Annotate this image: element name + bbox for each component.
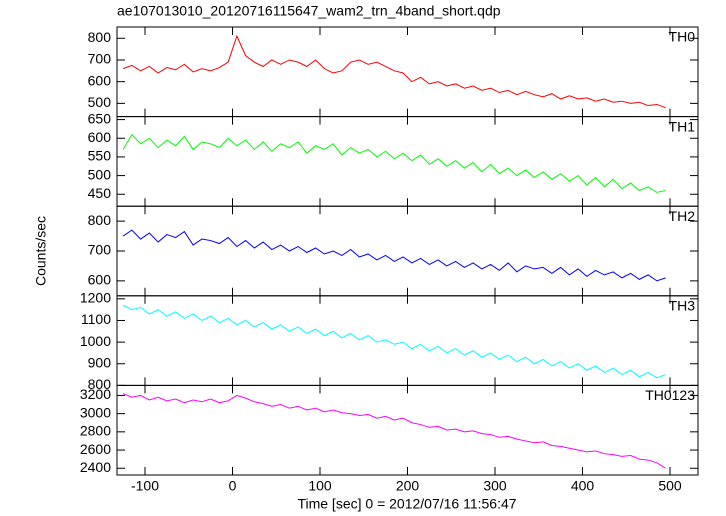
x-tick-label: 400 xyxy=(571,478,595,494)
panel-label: TH0123 xyxy=(645,387,695,403)
x-axis-label: Time [sec] 0 = 2012/07/16 11:56:47 xyxy=(297,496,516,512)
panel-frame xyxy=(116,26,699,118)
series-line xyxy=(122,393,666,469)
y-tick-label: 3200 xyxy=(80,386,111,402)
x-tick-label: 500 xyxy=(658,478,682,494)
y-tick-label: 1100 xyxy=(81,311,111,327)
panel-label: TH2 xyxy=(669,208,696,224)
y-tick-label: 2800 xyxy=(80,423,111,439)
panel-frame xyxy=(116,116,699,207)
y-tick-label: 1000 xyxy=(80,333,111,349)
y-tick-label: 600 xyxy=(88,272,112,288)
series-line xyxy=(122,34,666,109)
y-tick-label: 900 xyxy=(88,354,112,370)
y-tick-label: 700 xyxy=(88,242,112,258)
y-tick-label: 800 xyxy=(88,29,112,45)
y-tick-label: 2600 xyxy=(80,441,111,457)
y-tick-label: 3000 xyxy=(80,404,111,420)
chart-title: ae107013010_20120716115647_wam2_trn_4ban… xyxy=(117,3,501,19)
y-tick-label: 500 xyxy=(88,94,112,110)
y-tick-label: 600 xyxy=(88,72,112,88)
panel-frame xyxy=(116,384,699,476)
series-line xyxy=(122,133,666,193)
panel-frame xyxy=(116,295,699,386)
y-axis-label: Counts/sec xyxy=(33,216,49,286)
panel-label: TH3 xyxy=(669,298,696,314)
panel-label: TH0 xyxy=(669,29,696,45)
x-tick-label: -100 xyxy=(131,478,159,494)
x-tick-label: 100 xyxy=(308,478,332,494)
y-tick-label: 800 xyxy=(88,212,112,228)
y-tick-label: 800 xyxy=(88,376,112,392)
x-tick-label: 200 xyxy=(396,478,420,494)
y-tick-label: 550 xyxy=(88,148,112,164)
y-tick-label: 700 xyxy=(88,51,112,67)
series-line xyxy=(122,304,666,379)
x-tick-label: 0 xyxy=(229,478,237,494)
y-tick-label: 450 xyxy=(88,185,112,201)
series-line xyxy=(122,229,666,282)
x-tick-label: 300 xyxy=(483,478,507,494)
y-tick-label: 1200 xyxy=(80,290,111,306)
panel-label: TH1 xyxy=(669,118,696,134)
y-tick-label: 500 xyxy=(88,166,112,182)
panel-frame xyxy=(116,205,699,297)
y-tick-label: 600 xyxy=(88,129,112,145)
y-tick-label: 650 xyxy=(88,110,112,126)
y-tick-label: 2400 xyxy=(80,459,111,475)
